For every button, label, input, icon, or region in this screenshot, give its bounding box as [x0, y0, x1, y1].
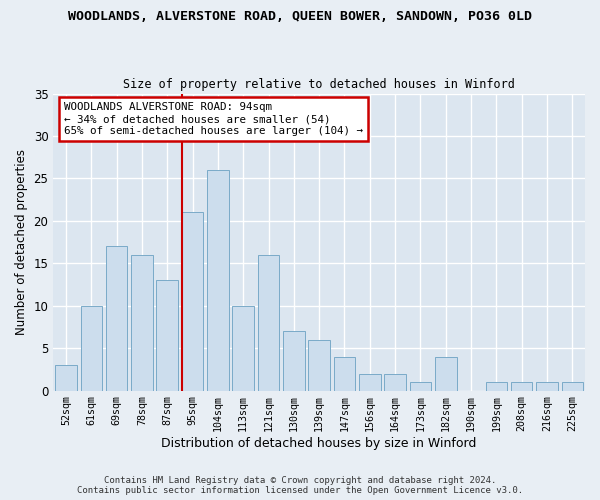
Bar	[562, 382, 583, 390]
Title: Size of property relative to detached houses in Winford: Size of property relative to detached ho…	[123, 78, 515, 91]
Bar	[410, 382, 431, 390]
Text: WOODLANDS, ALVERSTONE ROAD, QUEEN BOWER, SANDOWN, PO36 0LD: WOODLANDS, ALVERSTONE ROAD, QUEEN BOWER,…	[68, 10, 532, 23]
Bar	[258, 255, 279, 390]
Bar	[157, 280, 178, 390]
Bar	[385, 374, 406, 390]
Bar	[485, 382, 507, 390]
Bar	[80, 306, 102, 390]
Bar	[232, 306, 254, 390]
Y-axis label: Number of detached properties: Number of detached properties	[15, 149, 28, 335]
Bar	[207, 170, 229, 390]
Text: WOODLANDS ALVERSTONE ROAD: 94sqm
← 34% of detached houses are smaller (54)
65% o: WOODLANDS ALVERSTONE ROAD: 94sqm ← 34% o…	[64, 102, 363, 136]
Bar	[55, 365, 77, 390]
Bar	[131, 255, 152, 390]
Bar	[435, 356, 457, 390]
Bar	[283, 331, 305, 390]
Bar	[308, 340, 330, 390]
Bar	[359, 374, 380, 390]
Text: Contains HM Land Registry data © Crown copyright and database right 2024.
Contai: Contains HM Land Registry data © Crown c…	[77, 476, 523, 495]
Bar	[511, 382, 532, 390]
Bar	[334, 356, 355, 390]
Bar	[536, 382, 558, 390]
Bar	[182, 212, 203, 390]
X-axis label: Distribution of detached houses by size in Winford: Distribution of detached houses by size …	[161, 437, 477, 450]
Bar	[106, 246, 127, 390]
